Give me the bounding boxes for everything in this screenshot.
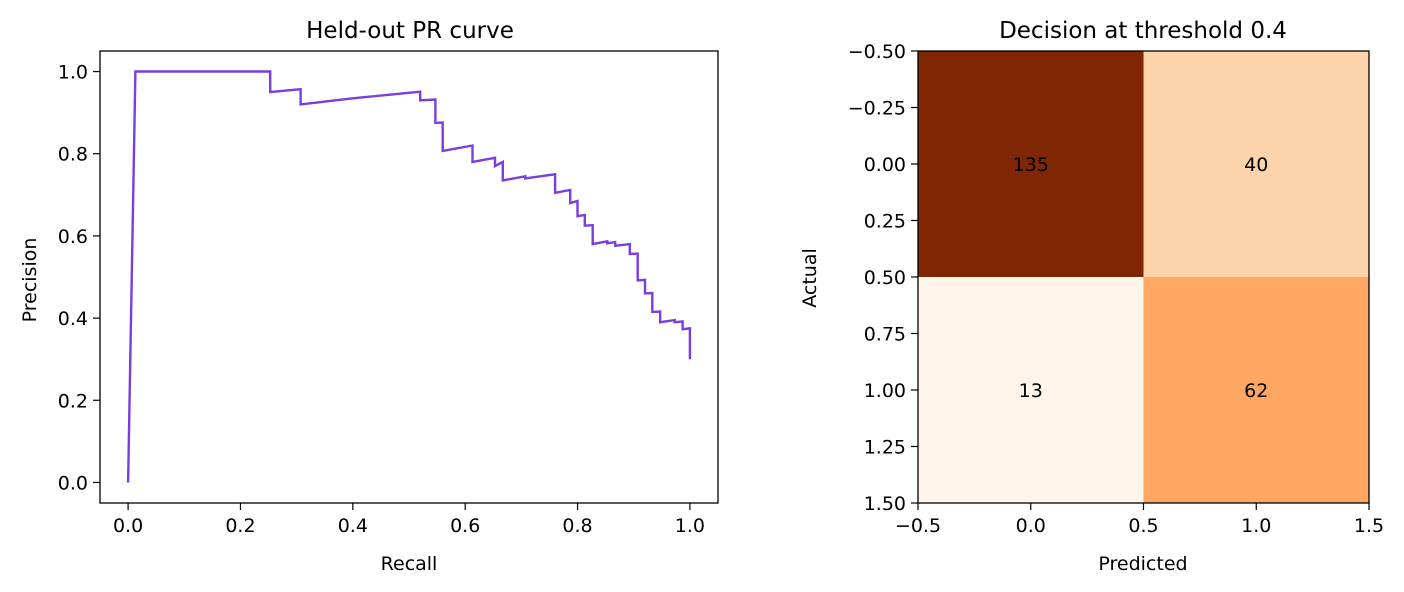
pr-y-tick-label: 0.8 bbox=[58, 144, 88, 166]
pr-axes-frame bbox=[99, 50, 719, 504]
cm-y-tick-label: 0.25 bbox=[864, 211, 906, 233]
pr-y-tick-label: 0.4 bbox=[58, 308, 88, 330]
pr-x-tick-label: 1.0 bbox=[675, 515, 705, 537]
cm-cell bbox=[918, 277, 1144, 503]
cm-y-axis-label: Actual bbox=[799, 248, 821, 308]
pr-y-axis-label: Precision bbox=[19, 238, 41, 323]
cm-x-axis-label: Predicted bbox=[1098, 553, 1187, 575]
cm-x-ticks: −0.5 0.0 0.5 1.0 1.5 bbox=[895, 503, 1384, 537]
cm-cell bbox=[1143, 277, 1369, 503]
cm-y-ticks: −0.50 −0.25 0.00 0.25 0.50 0.75 1.00 1.25 1.50 bbox=[848, 41, 918, 515]
cm-cell-label: 135 bbox=[1013, 154, 1049, 176]
cm-y-tick-label: 1.00 bbox=[864, 380, 906, 402]
pr-x-ticks: 0.0 0.2 0.4 0.6 0.8 1.0 bbox=[113, 503, 705, 537]
cm-cell-label: 40 bbox=[1244, 154, 1268, 176]
pr-chart-title: Held-out PR curve bbox=[306, 18, 514, 44]
pr-series-line bbox=[126, 70, 692, 483]
cm-y-tick-label: −0.50 bbox=[848, 41, 906, 63]
cm-y-tick-label: 1.25 bbox=[864, 437, 906, 459]
cm-y-tick-label: 0.50 bbox=[864, 267, 906, 289]
cm-cells-group: 135 40 13 62 bbox=[918, 51, 1369, 503]
pr-x-axis-label: Recall bbox=[381, 553, 438, 575]
pr-x-tick-label: 0.0 bbox=[113, 515, 143, 537]
pr-curve-chart: Held-out PR curve 0.0 0.2 0.4 0.6 0.8 1.0 0.0… bbox=[19, 18, 719, 575]
cm-y-tick-label: 0.75 bbox=[864, 324, 906, 346]
pr-y-tick-label: 0.0 bbox=[58, 472, 88, 494]
cm-x-tick-label: 1.5 bbox=[1354, 515, 1384, 537]
pr-y-ticks: 0.0 0.2 0.4 0.6 0.8 1.0 bbox=[58, 62, 100, 494]
cm-cell-label: 13 bbox=[1019, 380, 1043, 402]
cm-x-tick-label: −0.5 bbox=[895, 515, 941, 537]
cm-cell-label: 62 bbox=[1244, 380, 1268, 402]
pr-x-tick-label: 0.2 bbox=[225, 515, 255, 537]
cm-y-tick-label: −0.25 bbox=[848, 98, 906, 120]
pr-y-tick-label: 0.6 bbox=[58, 226, 88, 248]
cm-y-tick-label: 1.50 bbox=[864, 493, 906, 515]
pr-y-tick-label: 0.2 bbox=[58, 390, 88, 412]
cm-y-tick-label: 0.00 bbox=[864, 154, 906, 176]
pr-x-tick-label: 0.6 bbox=[450, 515, 480, 537]
cm-x-tick-label: 1.0 bbox=[1241, 515, 1271, 537]
cm-cell bbox=[918, 51, 1144, 277]
confusion-matrix-chart: Decision at threshold 0.4 135 40 13 62 −0.5… bbox=[799, 18, 1384, 575]
pr-series-group bbox=[126, 70, 692, 483]
cm-x-tick-label: 0.0 bbox=[1016, 515, 1046, 537]
pr-x-tick-label: 0.8 bbox=[562, 515, 592, 537]
cm-cell bbox=[1143, 51, 1369, 277]
cm-x-tick-label: 0.5 bbox=[1128, 515, 1158, 537]
pr-x-tick-label: 0.4 bbox=[338, 515, 368, 537]
pr-y-tick-label: 1.0 bbox=[58, 62, 88, 84]
cm-axes-frame bbox=[917, 50, 1370, 504]
cm-chart-title: Decision at threshold 0.4 bbox=[999, 18, 1287, 44]
